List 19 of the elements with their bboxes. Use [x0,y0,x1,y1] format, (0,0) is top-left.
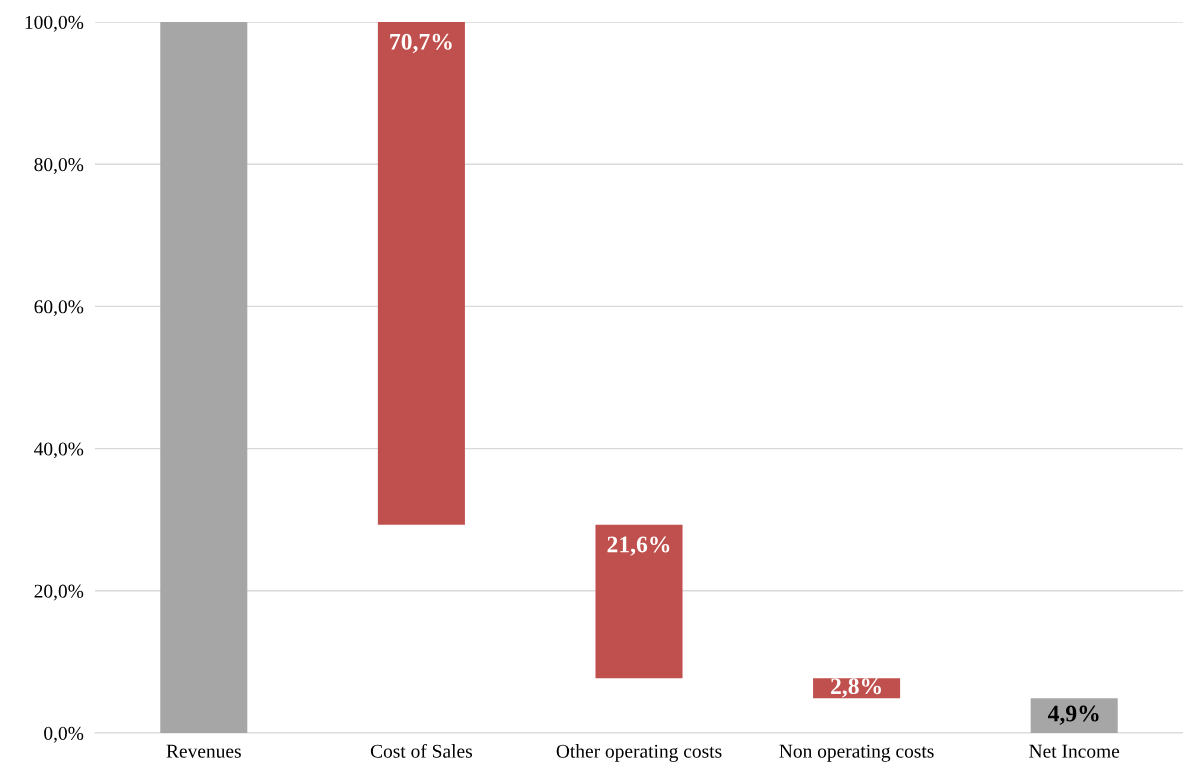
bar [595,524,683,679]
y-tick-label: 100,0% [25,15,84,32]
x-tick-label: Net Income [1029,744,1120,758]
x-tick-label: Other operating costs [556,744,722,762]
y-tick-label: 20,0% [34,584,84,601]
y-tick-label: 60,0% [34,300,84,317]
bar [377,22,465,525]
data-label: 70,7% [390,33,452,54]
data-label: 4,9% [1047,705,1099,725]
bar [160,22,248,733]
y-tick-label: 0,0% [44,726,84,743]
x-tick-label: Revenues [166,744,241,758]
x-tick-label: Non operating costs [779,744,934,762]
y-tick-label: 80,0% [34,158,84,174]
x-tick-label: Cost of Sales [370,743,473,758]
bar [1030,698,1118,733]
y-tick-label: 40,0% [34,442,84,459]
data-label: 21,6% [607,536,670,556]
data-label: 2,8% [831,678,881,698]
